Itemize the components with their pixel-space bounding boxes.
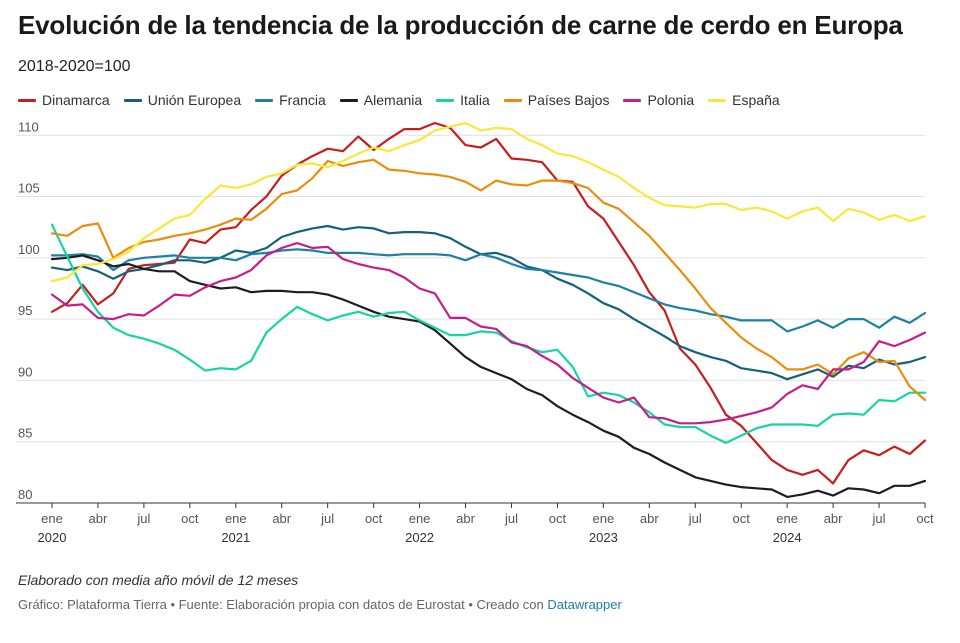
x-year-label: 2020 <box>38 530 67 545</box>
line-chart: 80 85 90 95 100 105 110 ene 2020 abr jul oct ene 2021… <box>16 119 934 545</box>
legend-label: España <box>732 92 780 108</box>
x-tick-label: jul <box>504 511 518 526</box>
x-tick-label: abr <box>89 511 108 526</box>
y-tick-label: 100 <box>18 242 40 257</box>
x-tick-label: ene <box>593 511 615 526</box>
x-tick-label: oct <box>181 511 199 526</box>
legend-swatch <box>503 98 522 102</box>
datawrapper-link[interactable]: Datawrapper <box>547 597 622 612</box>
x-tick-label: abr <box>272 511 291 526</box>
legend-item-países-bajos: Países Bajos <box>503 92 610 108</box>
legend-item-españa: España <box>708 92 780 108</box>
source-line: Gráfico: Plataforma Tierra • Fuente: Ela… <box>18 597 622 612</box>
legend-swatch <box>623 98 642 102</box>
x-year-label: 2021 <box>221 530 250 545</box>
legend-item-polonia: Polonia <box>623 92 694 108</box>
legend-swatch <box>708 98 727 102</box>
legend-label: Alemania <box>363 92 423 108</box>
x-tick-label: jul <box>688 511 702 526</box>
x-tick-label: oct <box>733 511 751 526</box>
x-tick-label: abr <box>456 511 475 526</box>
series-line-dinamarca <box>50 121 927 485</box>
series-line-alemania <box>50 254 927 498</box>
x-year-label: 2022 <box>405 530 434 545</box>
legend-swatch <box>255 98 274 102</box>
legend-item-alemania: Alemania <box>339 92 423 108</box>
x-tick-label: abr <box>824 511 843 526</box>
x-tick-label: jul <box>320 511 334 526</box>
x-tick-label: oct <box>549 511 567 526</box>
y-tick-label: 90 <box>18 364 32 379</box>
legend: Dinamarca Unión Europea Francia Alemania Ita… <box>18 92 794 108</box>
chart-subtitle: 2018-2020=100 <box>18 58 131 75</box>
legend-label: Unión Europea <box>147 92 242 108</box>
legend-item-dinamarca: Dinamarca <box>18 92 110 108</box>
y-tick-label: 85 <box>18 426 32 441</box>
y-tick-label: 105 <box>18 181 40 196</box>
series-line-francia <box>50 248 927 333</box>
x-tick-label: jul <box>136 511 150 526</box>
series-line-países-bajos <box>50 158 927 402</box>
series-line-españa <box>50 121 927 283</box>
series-line-polonia <box>50 241 927 425</box>
legend-item-italia: Italia <box>436 92 490 108</box>
x-year-label: 2023 <box>589 530 618 545</box>
legend-label: Dinamarca <box>42 92 110 108</box>
x-tick-label: abr <box>640 511 659 526</box>
legend-swatch <box>339 98 358 102</box>
y-tick-label: 110 <box>18 119 39 134</box>
series-line-italia <box>50 223 927 444</box>
y-tick-label: 95 <box>18 303 32 318</box>
legend-label: Italia <box>460 92 490 108</box>
y-tick-label: 80 <box>18 487 32 502</box>
legend-swatch <box>18 98 36 102</box>
x-tick-label: jul <box>872 511 886 526</box>
chart-note: Elaborado con media año móvil de 12 mese… <box>18 572 299 588</box>
x-tick-label: ene <box>41 511 63 526</box>
legend-swatch <box>436 98 455 102</box>
x-tick-label: oct <box>916 511 934 526</box>
chart-title: Evolución de la tendencia de la producci… <box>18 10 903 40</box>
x-tick-label: ene <box>409 511 431 526</box>
legend-label: Polonia <box>647 92 695 108</box>
series-line-unión-europea <box>50 224 927 381</box>
x-tick-label: oct <box>365 511 383 526</box>
x-tick-label: ene <box>225 511 247 526</box>
legend-swatch <box>123 98 142 102</box>
legend-label: Países Bajos <box>527 92 610 108</box>
legend-label: Francia <box>279 92 326 108</box>
legend-item-unión-europea: Unión Europea <box>123 92 242 108</box>
x-year-label: 2024 <box>773 530 802 545</box>
legend-item-francia: Francia <box>255 92 326 108</box>
source-text: Gráfico: Plataforma Tierra • Fuente: Ela… <box>18 597 548 612</box>
x-tick-label: ene <box>776 511 798 526</box>
